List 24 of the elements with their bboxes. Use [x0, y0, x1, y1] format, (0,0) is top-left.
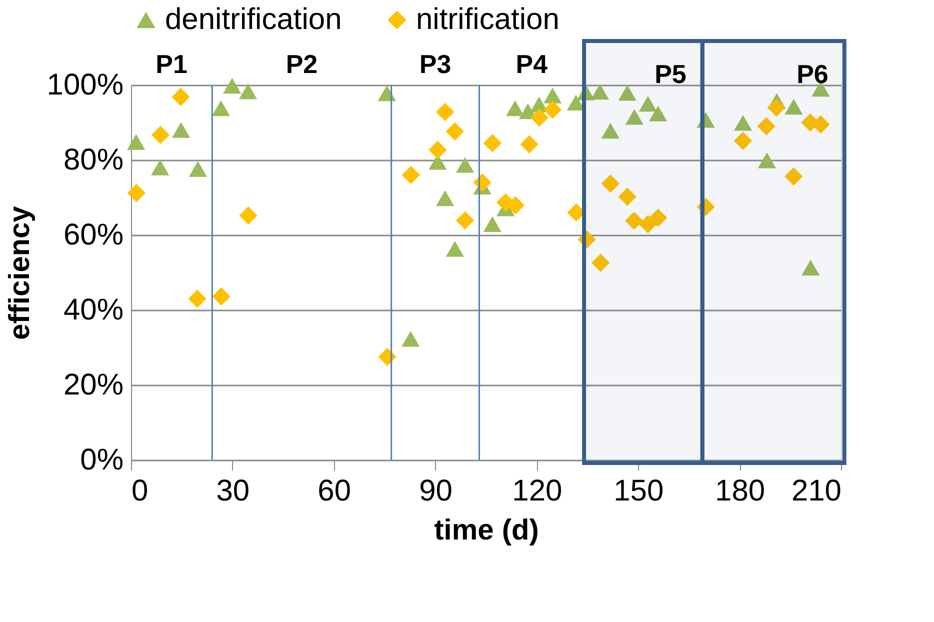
y-tick-label: 0% [80, 444, 124, 476]
legend-label: denitrification [165, 3, 342, 36]
x-tick-label: 150 [614, 474, 664, 508]
y-tick-label: 80% [63, 144, 124, 176]
text: P4 [516, 49, 548, 79]
band-label: P5 [654, 59, 686, 89]
text: P3 [419, 49, 452, 79]
y-tick-label: 100% [46, 68, 124, 102]
legend-label: nitrification [416, 3, 560, 36]
y-tick-label: 20% [63, 368, 124, 402]
y-tick-label: 40% [63, 294, 124, 326]
x-tick-label: 180 [715, 474, 766, 508]
y-axis-title: efficiency [4, 206, 36, 340]
x-axis-title: time (d) [434, 514, 539, 546]
y-tick-label: 60% [63, 218, 124, 252]
x-tick-label: 90 [419, 474, 452, 508]
x-tick-label: 210 [791, 474, 842, 508]
x-tick-label: 30 [216, 474, 250, 508]
text: P2 [286, 49, 318, 79]
x-tick-label: 60 [318, 474, 352, 508]
band-label: P6 [796, 59, 828, 89]
x-tick-label: 0 [132, 474, 148, 508]
x-tick-label: 120 [512, 474, 562, 508]
text: P1 [156, 49, 188, 79]
